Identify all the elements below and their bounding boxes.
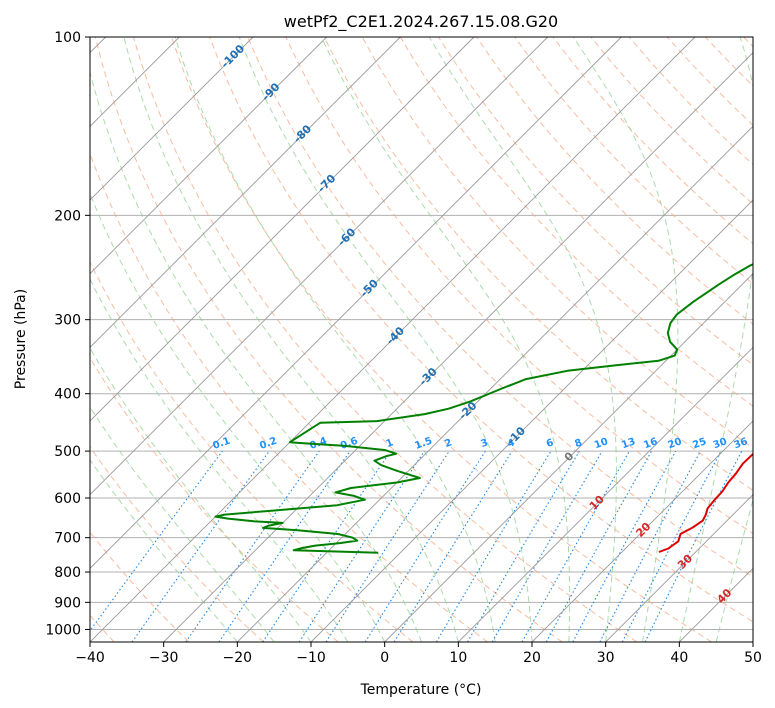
moist-adiabat bbox=[174, 37, 496, 642]
mixing-ratio-label: 13 bbox=[620, 436, 637, 451]
moist-adiabat bbox=[428, 37, 617, 642]
mixing-ratio-line bbox=[545, 450, 653, 642]
y-axis-label: Pressure (hPa) bbox=[13, 289, 29, 389]
x-tick-label: −30 bbox=[149, 650, 179, 666]
isotherm-line bbox=[90, 37, 696, 642]
dry-adiabat bbox=[132, 37, 638, 642]
mixing-ratio-label: 10 bbox=[593, 436, 610, 451]
moist-adiabat bbox=[715, 497, 753, 642]
isotherm-line bbox=[90, 37, 548, 496]
x-tick-label: −10 bbox=[296, 650, 326, 666]
isotherm-line bbox=[531, 420, 753, 642]
moist-adiabat bbox=[90, 70, 422, 642]
mixing-ratio-line bbox=[262, 450, 392, 642]
y-tick-label: 400 bbox=[54, 387, 81, 403]
dry-adiabat bbox=[209, 37, 753, 623]
mixing-ratio-label: 3 bbox=[479, 437, 489, 450]
isotherm-line bbox=[163, 52, 753, 642]
mixing-ratio-line bbox=[218, 450, 351, 642]
mixing-ratio-label: 2 bbox=[443, 437, 453, 450]
moist-adiabat bbox=[90, 278, 349, 642]
moist-adiabat bbox=[678, 37, 753, 642]
isotherm-line bbox=[605, 494, 753, 642]
dry-adiabat bbox=[90, 446, 264, 642]
mixing-ratio-line bbox=[298, 450, 425, 642]
x-tick-label: 40 bbox=[670, 650, 688, 666]
mixing-ratio-line bbox=[185, 450, 320, 642]
y-tick-label: 600 bbox=[54, 491, 81, 507]
mixing-ratio-line bbox=[90, 450, 223, 632]
chart-title: wetPf2_C2E1.2024.267.15.08.G20 bbox=[284, 12, 558, 32]
dry-adiabat bbox=[171, 37, 712, 642]
mixing-ratio-line bbox=[131, 450, 270, 642]
isotherm-line bbox=[90, 37, 475, 422]
isotherm-line bbox=[90, 37, 254, 201]
y-tick-label: 500 bbox=[54, 444, 81, 460]
dry-adiabat bbox=[247, 37, 753, 578]
y-tick-label: 800 bbox=[54, 565, 81, 581]
dry-adiabat bbox=[90, 356, 339, 642]
dry-adiabat bbox=[94, 37, 563, 642]
mixing-ratio-label: 4 bbox=[506, 437, 516, 450]
isotherm-line bbox=[90, 37, 622, 569]
dry-adiabat bbox=[323, 37, 753, 491]
y-tick-label: 100 bbox=[54, 30, 81, 46]
moist-adiabat bbox=[238, 37, 533, 642]
mixing-ratio-label: 6 bbox=[545, 437, 555, 450]
moist-adiabat bbox=[123, 37, 459, 642]
x-tick-label: −20 bbox=[223, 650, 253, 666]
dry-adiabat bbox=[285, 37, 753, 535]
x-axis-label: Temperature (°C) bbox=[360, 682, 482, 698]
x-tick-label: 10 bbox=[449, 650, 467, 666]
isotherm-line bbox=[458, 346, 753, 642]
isotherm-line bbox=[90, 37, 327, 275]
mixing-ratio-label: 20 bbox=[667, 436, 684, 451]
moist-adiabat bbox=[90, 192, 386, 642]
moist-adiabat bbox=[572, 37, 679, 642]
y-tick-label: 300 bbox=[54, 313, 81, 329]
x-tick-label: −40 bbox=[75, 650, 105, 666]
dry-adiabat bbox=[90, 260, 414, 642]
x-tick-label: 50 bbox=[744, 650, 762, 666]
mixing-ratio-line bbox=[521, 450, 630, 642]
mixing-ratio-label: 36 bbox=[733, 436, 750, 451]
mixing-ratio-label: 8 bbox=[573, 437, 583, 450]
moist-adiabat bbox=[90, 459, 238, 642]
x-tick-label: 20 bbox=[523, 650, 541, 666]
isotherm-line bbox=[310, 199, 753, 642]
x-tick-label: 30 bbox=[597, 650, 615, 666]
mixing-ratio-label: 16 bbox=[642, 436, 659, 451]
mixing-ratio-label: 30 bbox=[712, 436, 729, 451]
x-tick-label: 0 bbox=[380, 650, 389, 666]
dry-adiabat bbox=[514, 37, 753, 285]
dewpoint-profile bbox=[214, 263, 753, 554]
isotherm-line bbox=[384, 273, 753, 642]
dry-adiabat bbox=[476, 37, 753, 325]
plot-frame bbox=[89, 36, 754, 643]
mixing-ratio-label: 1 bbox=[385, 437, 395, 450]
mixing-ratio-line bbox=[393, 450, 513, 642]
isotherm-line bbox=[90, 37, 401, 348]
mixing-ratio-line bbox=[572, 450, 677, 642]
mixing-ratio-label: 25 bbox=[691, 436, 708, 451]
isotherm-line bbox=[237, 125, 753, 642]
moist-adiabat bbox=[320, 37, 571, 642]
y-tick-label: 700 bbox=[54, 531, 81, 547]
moist-adiabat bbox=[90, 406, 275, 642]
y-tick-label: 200 bbox=[54, 208, 81, 224]
y-tick-label: 1000 bbox=[45, 622, 81, 638]
mixing-ratio-line bbox=[325, 450, 450, 642]
temperature-profile bbox=[658, 452, 753, 553]
y-tick-label: 900 bbox=[54, 595, 81, 611]
